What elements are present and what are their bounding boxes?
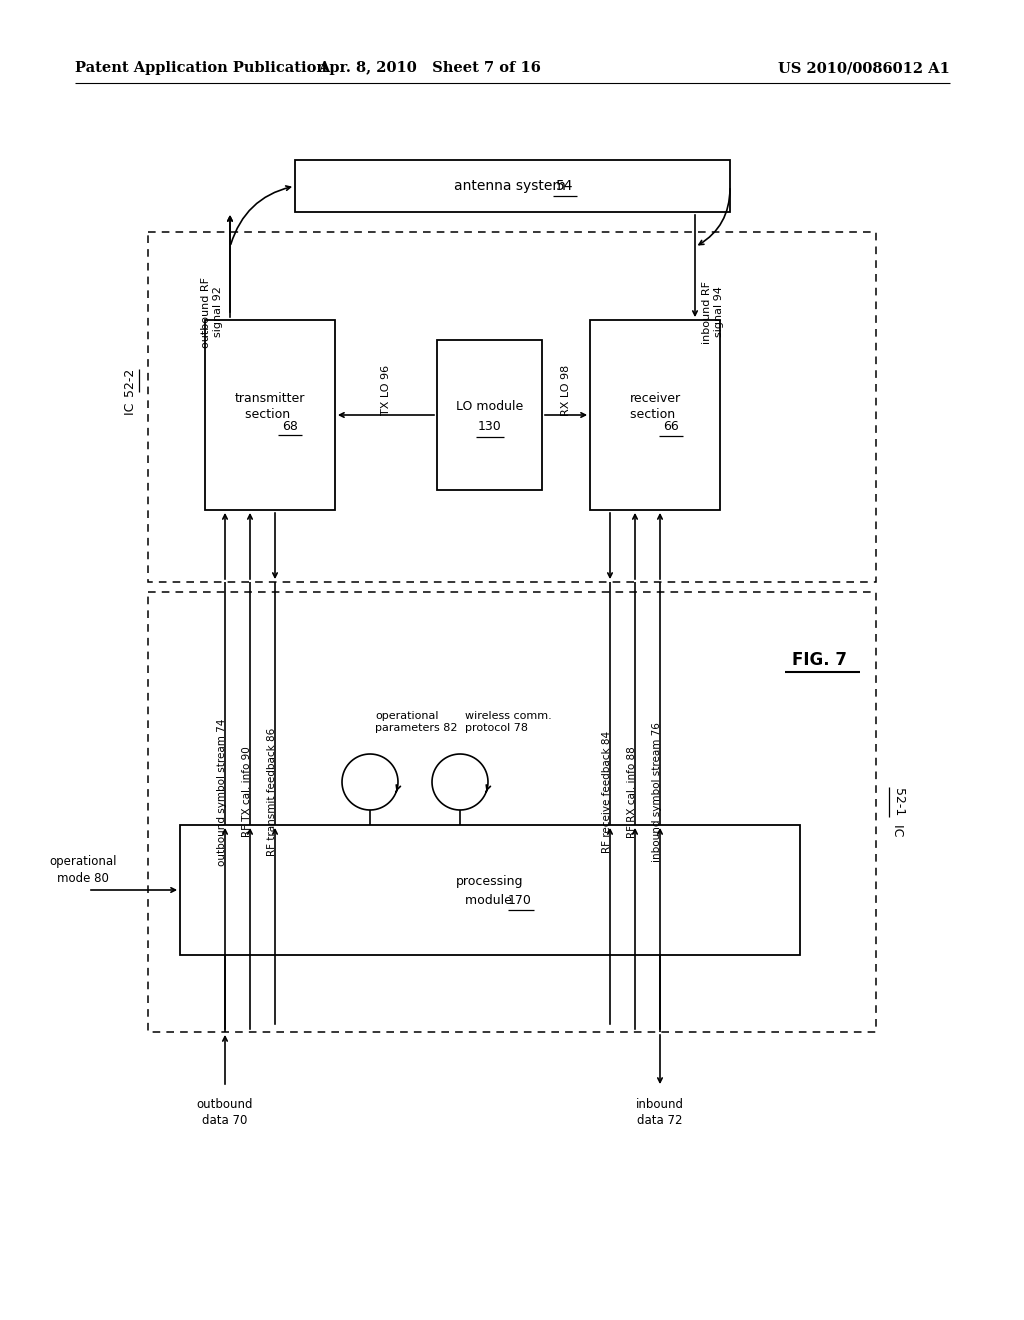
Text: wireless comm.
protocol 78: wireless comm. protocol 78 [465, 711, 552, 733]
Bar [148, 232, 876, 582]
Text: 68: 68 [282, 421, 298, 433]
Text: 54: 54 [556, 180, 573, 193]
Text: 52-1: 52-1 [892, 788, 904, 816]
Text: antenna system: antenna system [455, 180, 570, 193]
Text: RX LO 98: RX LO 98 [561, 364, 571, 416]
Text: 130: 130 [477, 421, 502, 433]
Text: FIG. 7: FIG. 7 [793, 651, 848, 669]
Text: inbound symbol stream 76: inbound symbol stream 76 [652, 722, 662, 862]
Bar [205, 319, 335, 510]
Text: RF transmit feedback 86: RF transmit feedback 86 [267, 727, 278, 857]
Text: operational
parameters 82: operational parameters 82 [375, 711, 458, 733]
Text: RF TX cal. info 90: RF TX cal. info 90 [242, 747, 252, 837]
Text: outbound RF
signal 92: outbound RF signal 92 [201, 276, 223, 347]
Bar [437, 341, 542, 490]
Text: TX LO 96: TX LO 96 [381, 364, 391, 414]
Text: 52-2: 52-2 [124, 368, 136, 396]
Text: 170: 170 [508, 894, 531, 907]
Text: Patent Application Publication: Patent Application Publication [75, 61, 327, 75]
Text: LO module: LO module [456, 400, 523, 413]
Text: 66: 66 [664, 421, 679, 433]
Text: IC: IC [892, 824, 904, 841]
Bar [180, 825, 800, 954]
Text: operational
mode 80: operational mode 80 [49, 855, 117, 884]
Text: RF RX cal. info 88: RF RX cal. info 88 [627, 746, 637, 838]
Text: processing: processing [457, 875, 523, 888]
Text: transmitter
section: transmitter section [234, 392, 305, 421]
Text: module: module [465, 894, 515, 907]
Text: outbound
data 70: outbound data 70 [197, 1097, 253, 1126]
Text: inbound RF
signal 94: inbound RF signal 94 [701, 281, 724, 343]
Text: US 2010/0086012 A1: US 2010/0086012 A1 [778, 61, 950, 75]
Text: RF receive feedback 84: RF receive feedback 84 [602, 731, 612, 853]
Bar [590, 319, 720, 510]
Bar [295, 160, 730, 213]
Text: IC: IC [124, 399, 136, 416]
Text: receiver
section: receiver section [630, 392, 681, 421]
Text: outbound symbol stream 74: outbound symbol stream 74 [217, 718, 227, 866]
Text: inbound
data 72: inbound data 72 [636, 1097, 684, 1126]
Bar [148, 591, 876, 1032]
Text: Apr. 8, 2010   Sheet 7 of 16: Apr. 8, 2010 Sheet 7 of 16 [318, 61, 542, 75]
